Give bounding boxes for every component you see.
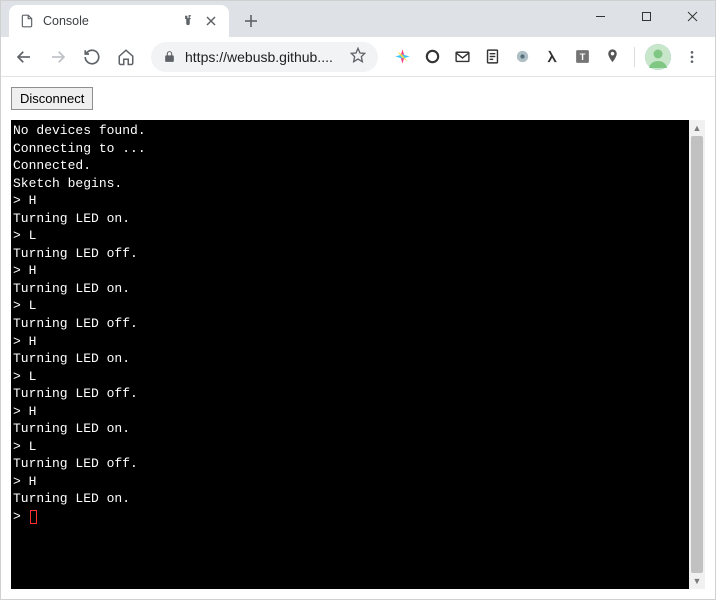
console-prompt-line[interactable]: > — [13, 508, 687, 526]
console-line: > L — [13, 227, 687, 245]
console-line: Turning LED off. — [13, 315, 687, 333]
console-line: Connected. — [13, 157, 687, 175]
bookmark-icon[interactable] — [350, 47, 366, 66]
console-line: > H — [13, 192, 687, 210]
extension-reload-ring-icon[interactable] — [418, 43, 446, 71]
console-line: Turning LED on. — [13, 280, 687, 298]
console-line: Turning LED on. — [13, 350, 687, 368]
minimize-button[interactable] — [577, 1, 623, 31]
scroll-down-arrow[interactable]: ▼ — [689, 573, 705, 589]
lock-icon — [163, 50, 177, 63]
console-line: > H — [13, 333, 687, 351]
profile-avatar[interactable] — [645, 44, 671, 70]
window-controls — [577, 1, 715, 31]
tab-console[interactable]: Console — [9, 5, 229, 37]
console-line: > L — [13, 438, 687, 456]
console-line: Turning LED off. — [13, 385, 687, 403]
home-button[interactable] — [111, 42, 141, 72]
console-output[interactable]: No devices found.Connecting to ...Connec… — [11, 120, 689, 589]
console-line: Turning LED on. — [13, 420, 687, 438]
scrollbar[interactable]: ▲ ▼ — [689, 120, 705, 589]
close-window-button[interactable] — [669, 1, 715, 31]
disconnect-button[interactable]: Disconnect — [11, 87, 93, 110]
console-prompt: > — [13, 509, 29, 524]
console-line: Sketch begins. — [13, 175, 687, 193]
back-button[interactable] — [9, 42, 39, 72]
console-line: Turning LED off. — [13, 245, 687, 263]
console-line: > H — [13, 403, 687, 421]
console-line: No devices found. — [13, 122, 687, 140]
extension-icons: T — [388, 43, 626, 71]
usb-icon — [181, 14, 195, 28]
file-icon — [19, 13, 35, 29]
toolbar: https://webusb.github.... — [1, 37, 715, 77]
maximize-button[interactable] — [623, 1, 669, 31]
extension-note-icon[interactable] — [478, 43, 506, 71]
new-tab-button[interactable] — [237, 7, 265, 35]
extension-mail-icon[interactable] — [448, 43, 476, 71]
tabstrip: Console — [1, 1, 715, 37]
console-cursor — [30, 510, 37, 524]
scroll-thumb[interactable] — [691, 136, 703, 573]
url-text: https://webusb.github.... — [185, 49, 342, 65]
console-container: No devices found.Connecting to ...Connec… — [11, 120, 705, 589]
page-content: Disconnect No devices found.Connecting t… — [1, 77, 715, 599]
extension-lambda-icon[interactable] — [538, 43, 566, 71]
forward-button[interactable] — [43, 42, 73, 72]
extension-box-t-icon[interactable]: T — [568, 43, 596, 71]
address-bar[interactable]: https://webusb.github.... — [151, 42, 378, 72]
close-tab-icon[interactable] — [203, 13, 219, 29]
console-line: Turning LED on. — [13, 210, 687, 228]
tab-title: Console — [43, 14, 173, 28]
console-line: Connecting to ... — [13, 140, 687, 158]
extension-rainbow-icon[interactable] — [388, 43, 416, 71]
menu-button[interactable] — [677, 42, 707, 72]
console-line: Turning LED off. — [13, 455, 687, 473]
extension-circle-dot-icon[interactable] — [508, 43, 536, 71]
console-line: > L — [13, 368, 687, 386]
extension-pin-icon[interactable] — [598, 43, 626, 71]
reload-button[interactable] — [77, 42, 107, 72]
console-line: > H — [13, 262, 687, 280]
scroll-up-arrow[interactable]: ▲ — [689, 120, 705, 136]
toolbar-divider — [634, 47, 635, 67]
console-line: Turning LED on. — [13, 490, 687, 508]
svg-text:T: T — [579, 52, 585, 62]
browser-window: Console — [0, 0, 716, 600]
console-line: > H — [13, 473, 687, 491]
console-line: > L — [13, 297, 687, 315]
